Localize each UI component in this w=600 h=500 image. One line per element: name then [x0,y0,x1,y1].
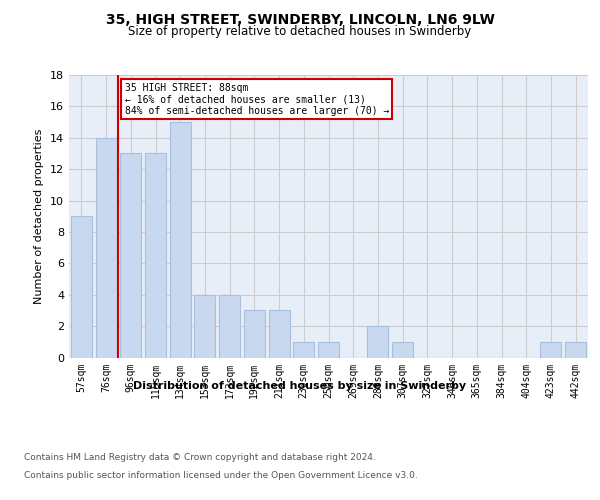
Bar [293,342,314,357]
Bar [95,138,116,358]
Bar [541,342,562,357]
Bar [170,122,191,358]
Text: 35 HIGH STREET: 88sqm
← 16% of detached houses are smaller (13)
84% of semi-deta: 35 HIGH STREET: 88sqm ← 16% of detached … [125,83,389,116]
Bar [120,154,141,358]
Bar [318,342,339,357]
Text: Size of property relative to detached houses in Swinderby: Size of property relative to detached ho… [128,25,472,38]
Text: Contains public sector information licensed under the Open Government Licence v3: Contains public sector information licen… [24,471,418,480]
Bar [244,310,265,358]
Bar [565,342,586,357]
Bar [194,294,215,358]
Bar [269,310,290,358]
Y-axis label: Number of detached properties: Number of detached properties [34,128,44,304]
Bar [145,154,166,358]
Text: 35, HIGH STREET, SWINDERBY, LINCOLN, LN6 9LW: 35, HIGH STREET, SWINDERBY, LINCOLN, LN6… [106,12,494,26]
Bar [219,294,240,358]
Bar [392,342,413,357]
Bar [367,326,388,358]
Text: Distribution of detached houses by size in Swinderby: Distribution of detached houses by size … [133,381,467,391]
Text: Contains HM Land Registry data © Crown copyright and database right 2024.: Contains HM Land Registry data © Crown c… [24,452,376,462]
Bar [71,216,92,358]
